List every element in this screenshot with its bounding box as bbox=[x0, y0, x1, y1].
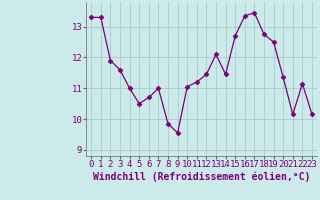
X-axis label: Windchill (Refroidissement éolien,°C): Windchill (Refroidissement éolien,°C) bbox=[93, 172, 310, 182]
